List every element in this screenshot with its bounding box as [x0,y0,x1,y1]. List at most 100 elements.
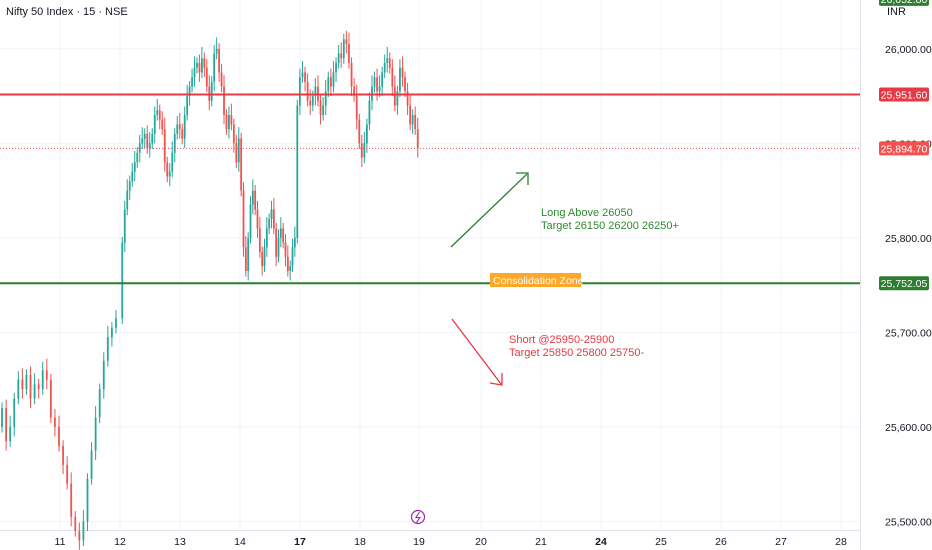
long-arrow [450,173,528,248]
time-tick-label: 12 [114,536,126,548]
candle [311,90,314,112]
candle [270,201,273,229]
candle-body [193,67,196,78]
candle [388,52,391,74]
candle [121,236,124,324]
candle [78,522,81,550]
candle [406,82,409,115]
candle-body [106,337,109,361]
short-text-line1: Short @25950-25900 [509,334,614,346]
candle-body [33,384,36,399]
candle [360,134,363,167]
resistance-lower-price-tag [879,87,929,102]
candle-body [128,181,131,191]
consolidation-zone-label: Consolidation Zone [493,275,584,287]
candle-body [348,44,350,63]
candle [138,134,141,163]
candle-body [133,162,136,172]
candle [249,196,252,244]
candle [102,352,105,399]
last-price-label: 25,894.70 [881,143,928,155]
candle [244,235,247,277]
candle-body [198,62,201,73]
candle [131,163,134,187]
time-tick-label: 14 [234,536,246,548]
time-tick-label: 28 [835,536,847,548]
candle-body [13,398,16,427]
candle [363,131,366,164]
candle [136,147,139,168]
candle [58,415,60,452]
candle [86,473,89,531]
candle-body [337,53,340,63]
candle [296,99,299,244]
candle-body [350,62,353,87]
candle-body [220,72,223,87]
time-tick-label: 20 [475,536,487,548]
candle-body [151,133,154,144]
candle [153,106,156,144]
candle-body [196,62,198,68]
candle-body [173,133,176,153]
candle [293,226,296,257]
support-upper-price-label: 26,052.80 [881,0,928,6]
candle-body [232,124,235,144]
candle [383,54,386,79]
candle [247,232,250,281]
candle-body [200,58,203,73]
candle [178,113,181,139]
candle-body [416,129,419,149]
candle [148,131,151,158]
candle-body [213,53,216,82]
candle-body [156,110,159,115]
candle-body [223,86,225,115]
candle-body [263,247,266,267]
candle [74,511,77,537]
candle [225,109,228,135]
candle-body [143,133,146,139]
time-tick-label: 26 [715,536,727,548]
candle [277,229,280,263]
candle-body [265,228,268,248]
candle [106,325,109,367]
time-tick-label: 19 [413,536,425,548]
candle [66,456,69,490]
candle [230,103,233,131]
candle-body [9,426,12,442]
candle [171,141,174,178]
candle-body [251,190,254,205]
candle-body [171,152,174,172]
support-upper-price-tag [879,0,929,6]
candle [228,106,230,139]
candle [416,117,419,158]
candle-body [131,171,134,182]
short-arrow-head [489,373,503,386]
candle [17,371,20,405]
candle-body [383,62,386,73]
candle-body [327,77,330,92]
price-tick-label: 26,000.00 [885,44,932,56]
candle-body [186,96,189,115]
candle [151,128,154,150]
candle [98,383,101,424]
candle-body [181,129,184,139]
candle-body [166,162,169,177]
candle-body [258,228,261,253]
candle-body [121,242,124,319]
candle-body [345,39,348,45]
candle-body [301,72,304,78]
candle-body [406,91,409,106]
candle [235,134,238,168]
candle [166,156,169,183]
candle-body [286,256,289,271]
candle-body [353,86,356,97]
candle [289,260,292,281]
candle [183,106,186,149]
candle [126,179,129,216]
candle-body [54,417,56,427]
candle-body [399,67,401,92]
candle [282,222,285,249]
candle-body [102,360,105,390]
candle [90,442,93,485]
